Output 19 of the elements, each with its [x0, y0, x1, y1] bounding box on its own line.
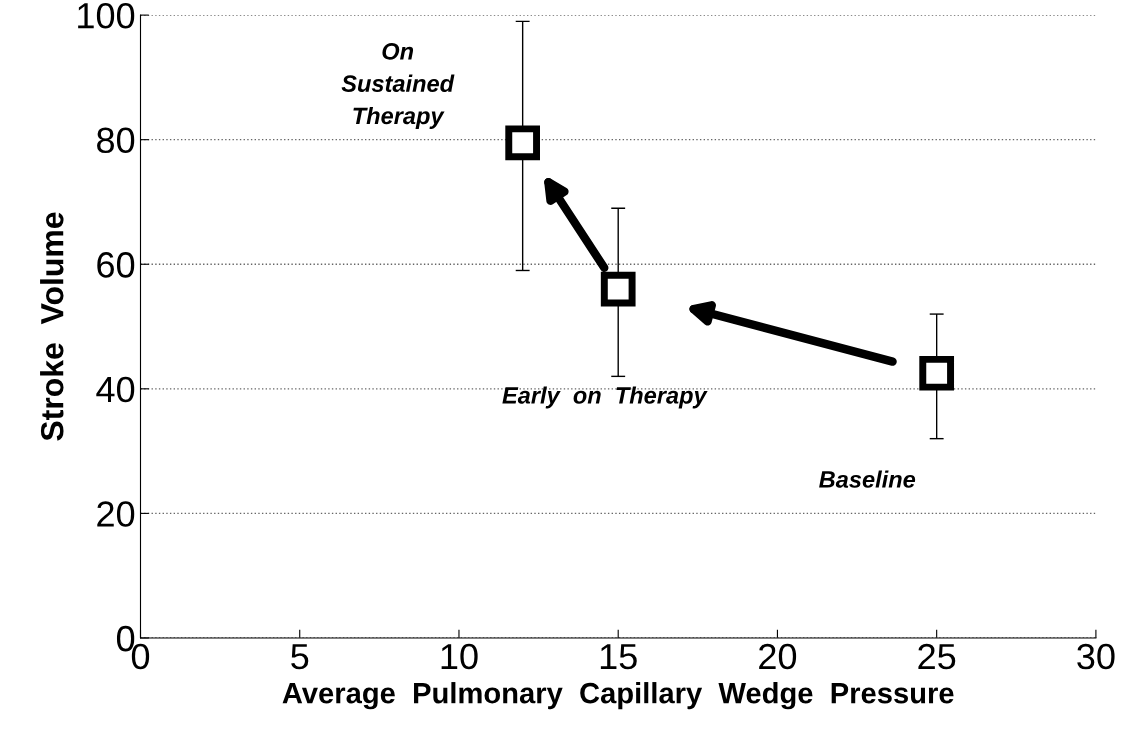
y-tick-label: 60 [97, 252, 135, 278]
y-axis-title: Stroke Volume [40, 212, 64, 441]
x-tick-label: 10 [441, 643, 478, 670]
x-tick-label: 5 [291, 644, 309, 670]
x-axis-title: Average Pulmonary Capillary Wedge Pressure [282, 682, 954, 710]
x-tick-label: 30 [1077, 643, 1115, 670]
annotation: Early on Therapy [502, 386, 708, 409]
x-tick-label: 15 [600, 644, 637, 670]
x-tick-label: 25 [918, 643, 956, 670]
point [600, 271, 636, 307]
annotation: Baseline [819, 470, 916, 488]
y-tick-label: 40 [96, 376, 135, 403]
y-tick-label: 100 [78, 2, 135, 29]
annotation: On Sustained Therapy [341, 42, 455, 129]
x-tick-label: 20 [759, 643, 797, 670]
y-tick-label: 20 [97, 501, 135, 527]
point [919, 355, 955, 391]
y-tick-label: 80 [97, 127, 135, 154]
point [505, 125, 541, 161]
